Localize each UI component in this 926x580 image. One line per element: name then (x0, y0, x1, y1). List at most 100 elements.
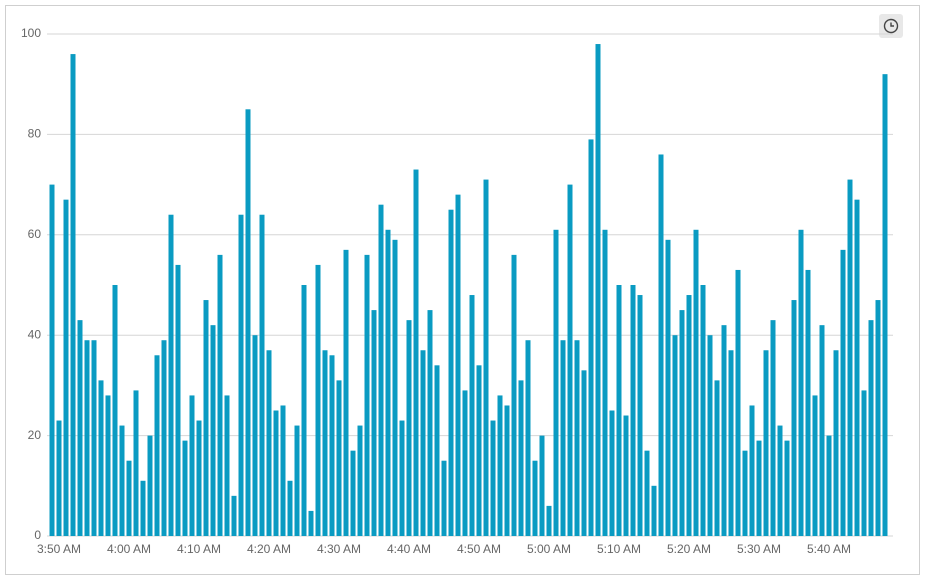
bar (553, 229, 559, 536)
bar (119, 425, 125, 536)
bar (350, 450, 356, 536)
bar (882, 74, 888, 536)
bar (511, 254, 517, 536)
x-tick-label: 5:30 AM (737, 542, 781, 556)
bar (189, 395, 195, 536)
bar (273, 410, 279, 536)
bar (616, 285, 622, 536)
bar (315, 264, 321, 536)
bar (245, 109, 251, 537)
bar (287, 480, 293, 536)
bar (504, 405, 510, 536)
x-tick-label: 5:40 AM (807, 542, 851, 556)
bar (742, 450, 748, 536)
bar (203, 300, 209, 536)
x-tick-label: 5:00 AM (527, 542, 571, 556)
x-tick-label: 4:50 AM (457, 542, 501, 556)
bar (749, 405, 755, 536)
bar (343, 249, 349, 537)
bar (644, 450, 650, 536)
bar (462, 390, 468, 536)
y-tick-label: 20 (28, 428, 42, 442)
bar (476, 365, 482, 536)
bar (784, 440, 790, 536)
bar (763, 350, 769, 536)
bar (714, 380, 720, 536)
bar (840, 249, 846, 537)
bar (567, 184, 573, 536)
bar (357, 425, 363, 536)
bar (238, 214, 244, 536)
x-tick-label: 4:00 AM (107, 542, 151, 556)
bar (679, 310, 685, 536)
bar (777, 425, 783, 536)
bar (196, 420, 202, 536)
bar (637, 295, 643, 536)
bar (126, 460, 132, 536)
bar (805, 269, 811, 536)
bar (308, 510, 314, 536)
bar (630, 285, 636, 536)
x-tick-label: 4:40 AM (387, 542, 431, 556)
bar (224, 395, 230, 536)
bar (651, 485, 657, 536)
bar (861, 390, 867, 536)
x-tick-label: 3:50 AM (37, 542, 81, 556)
bar (140, 480, 146, 536)
bar (280, 405, 286, 536)
x-tick-label: 4:20 AM (247, 542, 291, 556)
bar (175, 264, 181, 536)
bar (721, 325, 727, 536)
bar (847, 179, 853, 536)
bar (77, 320, 83, 536)
bar (385, 229, 391, 536)
bar (595, 44, 601, 536)
x-tick-label: 4:30 AM (317, 542, 361, 556)
bar (469, 295, 475, 536)
bar (812, 395, 818, 536)
bar (392, 239, 398, 536)
bar (798, 229, 804, 536)
bar (686, 295, 692, 536)
bar (525, 340, 531, 536)
bar (399, 420, 405, 536)
bar (819, 325, 825, 536)
bar (210, 325, 216, 536)
bar (371, 310, 377, 536)
bar (266, 350, 272, 536)
bar (329, 355, 335, 536)
bar (168, 214, 174, 536)
bar (259, 214, 265, 536)
time-range-button[interactable] (879, 14, 903, 38)
bar (539, 435, 545, 536)
bar (490, 420, 496, 536)
bar (854, 199, 860, 536)
bar (665, 239, 671, 536)
bar (770, 320, 776, 536)
x-tick-label: 5:20 AM (667, 542, 711, 556)
bar (609, 410, 615, 536)
bar (441, 460, 447, 536)
bar (518, 380, 524, 536)
y-tick-label: 40 (28, 327, 42, 341)
y-tick-label: 100 (21, 26, 41, 40)
bar (147, 435, 153, 536)
bar (693, 229, 699, 536)
bar (231, 495, 237, 536)
y-tick-label: 80 (28, 127, 42, 141)
bar (581, 370, 587, 536)
bar (532, 460, 538, 536)
bar (378, 204, 384, 536)
bar (420, 350, 426, 536)
bar (455, 194, 461, 536)
bar (217, 254, 223, 536)
bar (700, 285, 706, 536)
bar (483, 179, 489, 536)
y-tick-label: 60 (28, 227, 42, 241)
bar (448, 209, 454, 536)
bar (49, 184, 55, 536)
bar (728, 350, 734, 536)
bar (868, 320, 874, 536)
bar (98, 380, 104, 536)
